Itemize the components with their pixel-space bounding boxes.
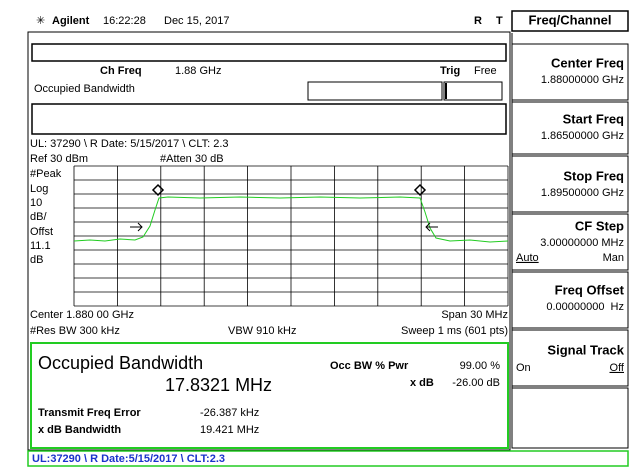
softkey-box[interactable] <box>511 213 629 271</box>
status-bar <box>27 450 629 467</box>
progress-box <box>443 81 503 101</box>
scale-label: #Peak <box>30 168 62 180</box>
blank-box <box>31 103 507 135</box>
info-line: UL: 37290 \ R Date: 5/15/2017 \ CLT: 2.3 <box>30 138 229 150</box>
time: 16:22:28 <box>103 15 146 27</box>
softkey-value[interactable]: 3.00000000 MHz <box>540 237 624 249</box>
sweep: Sweep 1 ms (601 pts) <box>401 325 508 337</box>
graticule <box>73 165 509 307</box>
softkey-value[interactable]: 1.86500000 GHz <box>541 130 624 142</box>
softkey-label[interactable]: Center Freq <box>551 55 624 70</box>
xdbbw-label: x dB Bandwidth <box>38 424 121 436</box>
softkey-box[interactable] <box>511 155 629 213</box>
softkey-option[interactable]: Auto <box>516 252 539 264</box>
softkey[interactable]: Signal Track On Off <box>511 329 629 387</box>
softkey-label[interactable]: Start Freq <box>563 111 624 126</box>
marker <box>413 183 427 197</box>
center-freq: Center 1.880 00 GHz <box>30 309 134 321</box>
date: Dec 15, 2017 <box>164 15 229 27</box>
softkey[interactable]: Stop Freq 1.89500000 GHz <box>511 155 629 213</box>
softkey-label[interactable]: Freq Offset <box>555 282 625 297</box>
softkey[interactable]: Center Freq 1.88000000 GHz <box>511 43 629 101</box>
scale-label: dB <box>30 254 43 266</box>
brand: Agilent <box>52 15 90 27</box>
menu-title: Freq/Channel <box>528 12 611 27</box>
results-box <box>30 342 509 449</box>
softkey-box[interactable] <box>511 43 629 101</box>
xdb: -26.00 dB <box>452 377 500 389</box>
main-panel <box>27 31 511 451</box>
bw-arrow <box>425 222 438 232</box>
softkey-box[interactable] <box>511 329 629 387</box>
softkey-value[interactable]: 1.88000000 GHz <box>541 74 624 86</box>
marker <box>151 183 165 197</box>
res-bw: #Res BW 300 kHz <box>30 325 120 337</box>
results-title: Occupied Bandwidth <box>38 353 203 373</box>
vbw: VBW 910 kHz <box>228 325 296 337</box>
softkey-box[interactable] <box>511 387 629 449</box>
pwr-label: Occ BW % Pwr <box>330 360 409 372</box>
xdbbw: 19.421 MHz <box>200 424 259 436</box>
scale-labels: #Peak Log 10 dB/ Offst 11.1 dB <box>30 168 62 266</box>
pwr: 99.00 % <box>460 360 501 372</box>
softkey-option[interactable]: Man <box>603 252 624 264</box>
softkey-label[interactable]: Signal Track <box>547 342 624 357</box>
trace <box>73 196 509 243</box>
softkey-label[interactable]: Stop Freq <box>563 168 624 183</box>
flag: T <box>496 15 503 27</box>
menu-title-box <box>511 10 629 32</box>
tfe-label: Transmit Freq Error <box>38 407 141 419</box>
logo: ✳ <box>36 15 45 27</box>
trig: Free <box>474 65 497 77</box>
ch-freq-label: Ch Freq <box>100 65 142 77</box>
scale-label: Log <box>30 183 48 195</box>
trig-label: Trig <box>440 65 460 77</box>
softkey-label[interactable]: CF Step <box>575 218 624 233</box>
softkey[interactable]: CF Step 3.00000000 MHz Auto Man <box>511 213 629 271</box>
softkey-option[interactable]: On <box>516 362 531 374</box>
xdb-label: x dB <box>410 377 434 389</box>
scale-label: Offst <box>30 226 53 238</box>
blank-box <box>31 43 507 62</box>
tfe: -26.387 kHz <box>200 407 259 419</box>
flag: R <box>474 15 482 27</box>
ch-freq: 1.88 GHz <box>175 65 221 77</box>
measurement-name: Occupied Bandwidth <box>34 83 135 95</box>
ref-level: Ref 30 dBm <box>30 153 88 165</box>
softkey-value[interactable]: 1.89500000 GHz <box>541 187 624 199</box>
span: Span 30 MHz <box>441 309 508 321</box>
softkey-value[interactable]: 0.00000000 Hz <box>546 301 624 313</box>
softkey[interactable]: Freq Offset 0.00000000 Hz <box>511 271 629 329</box>
progress-box <box>307 81 443 101</box>
softkey-box[interactable] <box>511 101 629 155</box>
scale-label: 11.1 <box>30 240 51 252</box>
softkey[interactable]: Start Freq 1.86500000 GHz <box>511 101 629 155</box>
scale-label: 10 <box>30 197 42 209</box>
softkey-box[interactable] <box>511 271 629 329</box>
results-value: 17.8321 MHz <box>165 375 272 395</box>
bw-arrow <box>130 222 143 232</box>
softkey-option[interactable]: Off <box>610 362 625 374</box>
status: UL:37290 \ R Date:5/15/2017 \ CLT:2.3 <box>32 453 225 465</box>
scale-label: dB/ <box>30 211 47 223</box>
attenuation: #Atten 30 dB <box>160 153 224 165</box>
